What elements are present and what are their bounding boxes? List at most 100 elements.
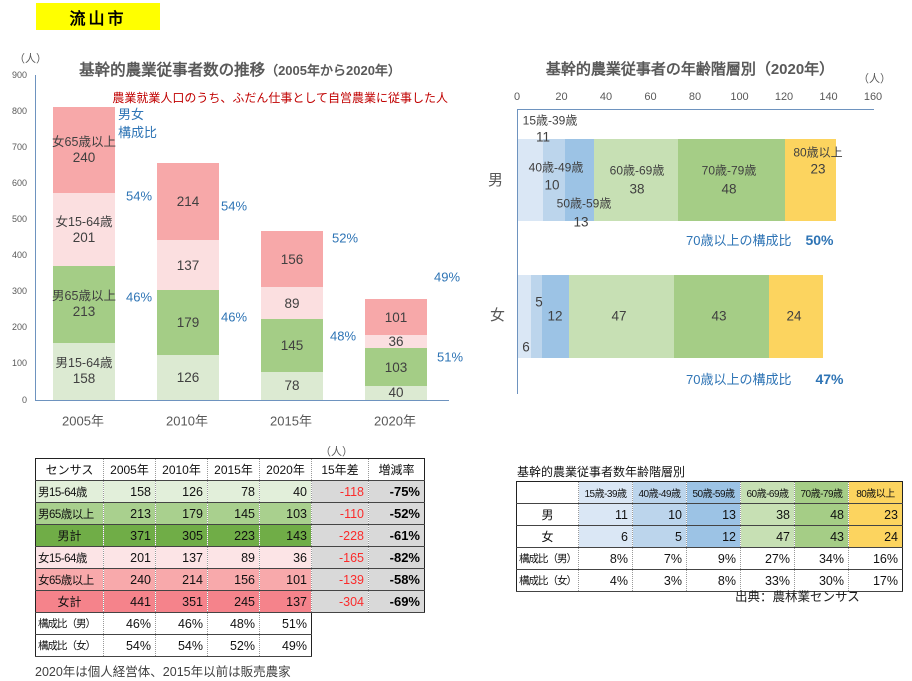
row-label: 女15-64歳 <box>35 546 104 569</box>
segment-female-15-64: 女15-64歳 201 <box>53 193 115 267</box>
age-group-label: 40歳-49歳 <box>528 160 584 175</box>
empty-cell <box>311 634 369 657</box>
y-tick: 200 <box>11 322 27 333</box>
value-cell: 27% <box>740 547 795 570</box>
age-group-value-female: 5 <box>535 294 543 310</box>
value-cell: 179 <box>155 502 208 525</box>
age-group-value-female: 6 <box>522 339 530 355</box>
header-cell: 15年差 <box>311 458 369 481</box>
y-tick: 300 <box>11 286 27 297</box>
header-cell: 2005年 <box>103 458 156 481</box>
header-cell: 2015年 <box>207 458 260 481</box>
diff-cell: -165 <box>311 546 369 569</box>
x-tick: 20 <box>555 91 568 103</box>
segment-value: 213 <box>72 304 96 320</box>
value-cell: 156 <box>207 568 260 591</box>
annotation-line-2: 構成比 <box>118 125 158 140</box>
segment-value: 240 <box>72 150 96 166</box>
header-row: 15歳-39歳 40歳-49歳 50歳-59歳 60歳-69歳 70歳-79歳 80歳以上 <box>516 481 903 504</box>
rate-cell: -58% <box>368 568 425 591</box>
age-group-label: 70歳-79歳 <box>701 163 757 178</box>
value-cell: 6 <box>578 525 633 548</box>
segment-value: 145 <box>280 338 304 354</box>
value-cell: 3% <box>632 569 687 592</box>
value-cell: 351 <box>155 590 208 613</box>
rate-cell: -52% <box>368 502 425 525</box>
left-table-unit-label: （人） <box>320 446 353 458</box>
rate-cell: -82% <box>368 546 425 569</box>
right-chart-title: 基幹的農業従事者の年齢階層別（2020年） <box>545 61 835 78</box>
value-cell: 48% <box>207 612 260 635</box>
row-label: 女 <box>516 525 579 548</box>
left-chart-unit-label: （人） <box>14 53 47 65</box>
x-tick: 120 <box>774 91 794 103</box>
segment-female-65-plus: 101 <box>365 298 427 336</box>
municipality-badge: 流山市 <box>36 3 160 30</box>
table-row: 男15-64歳 158 126 78 40 -118 -75% <box>35 480 425 503</box>
segment-value: 101 <box>384 309 408 325</box>
male-share-label: 48% <box>329 328 357 344</box>
segment-age-15-39-female <box>518 275 532 358</box>
value-cell: 12 <box>686 525 741 548</box>
value-cell: 441 <box>103 590 156 613</box>
rate-cell: -69% <box>368 590 425 613</box>
segment-male-65-plus: 179 <box>157 289 219 355</box>
female-share-label: 52% <box>331 230 359 246</box>
male-share-label: 46% <box>125 289 153 305</box>
value-cell: 305 <box>155 524 208 547</box>
segment-value: 201 <box>72 229 96 245</box>
x-axis-label: 2015年 <box>270 413 312 429</box>
segment-age-80-plus-male <box>784 139 837 221</box>
segment-value: 158 <box>72 371 96 387</box>
x-tick: 100 <box>730 91 749 103</box>
y-tick: 800 <box>11 105 27 116</box>
segment-male-65-plus: 103 <box>365 348 427 386</box>
row-label: 男15-64歳 <box>35 480 104 503</box>
stacked-bar-3: 101 36 103 40 <box>365 298 427 401</box>
segment-male-15-64: 126 <box>157 354 219 400</box>
value-cell: 78 <box>207 480 260 503</box>
left-chart-title-main: 基幹的農業従事者数の推移 <box>79 62 266 79</box>
row-label: 構成比（男） <box>516 547 579 570</box>
age-group-value-female: 12 <box>547 308 563 324</box>
value-cell: 30% <box>794 569 849 592</box>
value-cell: 214 <box>155 568 208 591</box>
value-cell: 48 <box>794 503 849 526</box>
ratio-row: 構成比（女） 54% 54% 52% 49% <box>35 634 425 657</box>
x-tick: 140 <box>819 91 838 103</box>
value-cell: 40 <box>259 480 312 503</box>
table-row: 女65歳以上 240 214 156 101 -139 -58% <box>35 568 425 591</box>
value-cell: 137 <box>259 590 312 613</box>
value-cell: 371 <box>103 524 156 547</box>
header-cell: 15歳-39歳 <box>578 481 633 504</box>
segment-age-50-59-male <box>564 139 594 221</box>
right-chart-unit-label: （人） <box>858 73 891 85</box>
y-tick: 0 <box>21 394 27 405</box>
header-cell: 60歳-69歳 <box>740 481 795 504</box>
segment-value: 214 <box>176 194 200 210</box>
census-table: センサス 2005年 2010年 2015年 2020年 15年差 増減率 男15-64歳 15… <box>35 458 425 657</box>
note-male-value: 50% <box>805 232 834 248</box>
value-cell: 49% <box>259 634 312 657</box>
table-row: 女計 441 351 245 137 -304 -69% <box>35 590 425 613</box>
x-axis-label: 2010年 <box>166 413 208 429</box>
segment-series-label: 男15-64歳 <box>55 356 113 371</box>
value-cell: 13 <box>686 503 741 526</box>
value-cell: 89 <box>207 546 260 569</box>
header-cell: 2010年 <box>155 458 208 481</box>
segment-male-15-64: 40 <box>365 385 427 401</box>
diff-cell: -110 <box>311 502 369 525</box>
value-cell: 8% <box>686 569 741 592</box>
table-row: 男 11 10 13 38 48 23 <box>516 503 903 526</box>
segment-value: 78 <box>284 378 300 394</box>
x-tick: 40 <box>599 91 613 103</box>
value-cell: 54% <box>155 634 208 657</box>
value-cell: 16% <box>848 547 903 570</box>
male-share-label: 51% <box>436 349 464 365</box>
row-label: 男 <box>516 503 579 526</box>
segment-value: 40 <box>388 385 404 401</box>
value-cell: 24 <box>848 525 903 548</box>
y-tick: 500 <box>11 213 27 224</box>
segment-age-80-plus-female <box>769 275 823 358</box>
